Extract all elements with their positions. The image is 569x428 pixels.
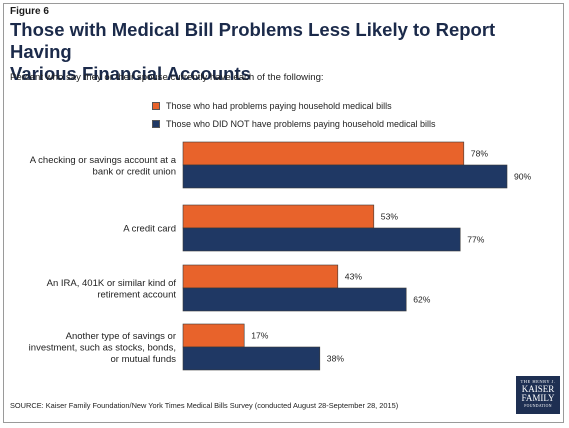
data-label-no-problems: 62% — [413, 295, 431, 305]
category-label: bank or credit union — [93, 166, 176, 177]
legend-label-problems: Those who had problems paying household … — [166, 101, 392, 111]
category-label: An IRA, 401K or similar kind of — [47, 278, 177, 289]
logo-line-1: THE HENRY J. — [520, 379, 556, 384]
category-label: Another type of savings or — [66, 331, 176, 342]
kff-logo: THE HENRY J. KAISER FAMILY FOUNDATION — [516, 376, 560, 414]
chart-title-line-2: Various Financial Accounts — [10, 63, 251, 84]
legend-item-no-problems: Those who DID NOT have problems paying h… — [152, 117, 435, 131]
bar-problems — [182, 264, 339, 289]
logo-line-2b: FAMILY — [521, 393, 555, 403]
legend-label-no-problems: Those who DID NOT have problems paying h… — [166, 119, 436, 129]
category-label: investment, such as stocks, bonds, — [29, 343, 176, 354]
legend-item-problems: Those who had problems paying household … — [152, 99, 435, 113]
category-label: A checking or savings account at a — [30, 155, 177, 166]
bar-no-problems — [182, 164, 508, 189]
figure-label: Figure 6 — [10, 6, 49, 17]
legend: Those who had problems paying household … — [152, 99, 435, 135]
legend-swatch-no-problems — [152, 120, 160, 128]
bar-problems — [182, 204, 375, 229]
data-label-no-problems: 90% — [514, 172, 532, 182]
chart-title: Those with Medical Bill Problems Less Li… — [10, 19, 555, 85]
bar-no-problems — [182, 227, 461, 252]
legend-swatch-problems — [152, 102, 160, 110]
source-note: SOURCE: Kaiser Family Foundation/New Yor… — [10, 401, 399, 410]
category-label: or mutual funds — [111, 354, 177, 365]
data-label-problems: 43% — [345, 272, 363, 282]
data-label-problems: 78% — [471, 149, 489, 159]
chart-title-line-1: Those with Medical Bill Problems Less Li… — [10, 19, 496, 62]
data-label-problems: 53% — [381, 212, 399, 222]
bar-problems — [182, 141, 465, 166]
bar-no-problems — [182, 287, 407, 312]
logo-line-2a: KAISER — [521, 384, 555, 394]
bar-problems — [182, 323, 245, 348]
logo-line-3: FOUNDATION — [524, 404, 552, 408]
data-label-no-problems: 77% — [467, 235, 485, 245]
category-label: retirement account — [97, 289, 176, 300]
chart-subtitle: Percent who say they or their spouse cur… — [10, 72, 324, 83]
category-label: A credit card — [123, 224, 176, 235]
data-label-problems: 17% — [251, 331, 269, 341]
bar-no-problems — [182, 346, 321, 371]
data-label-no-problems: 38% — [327, 354, 345, 364]
